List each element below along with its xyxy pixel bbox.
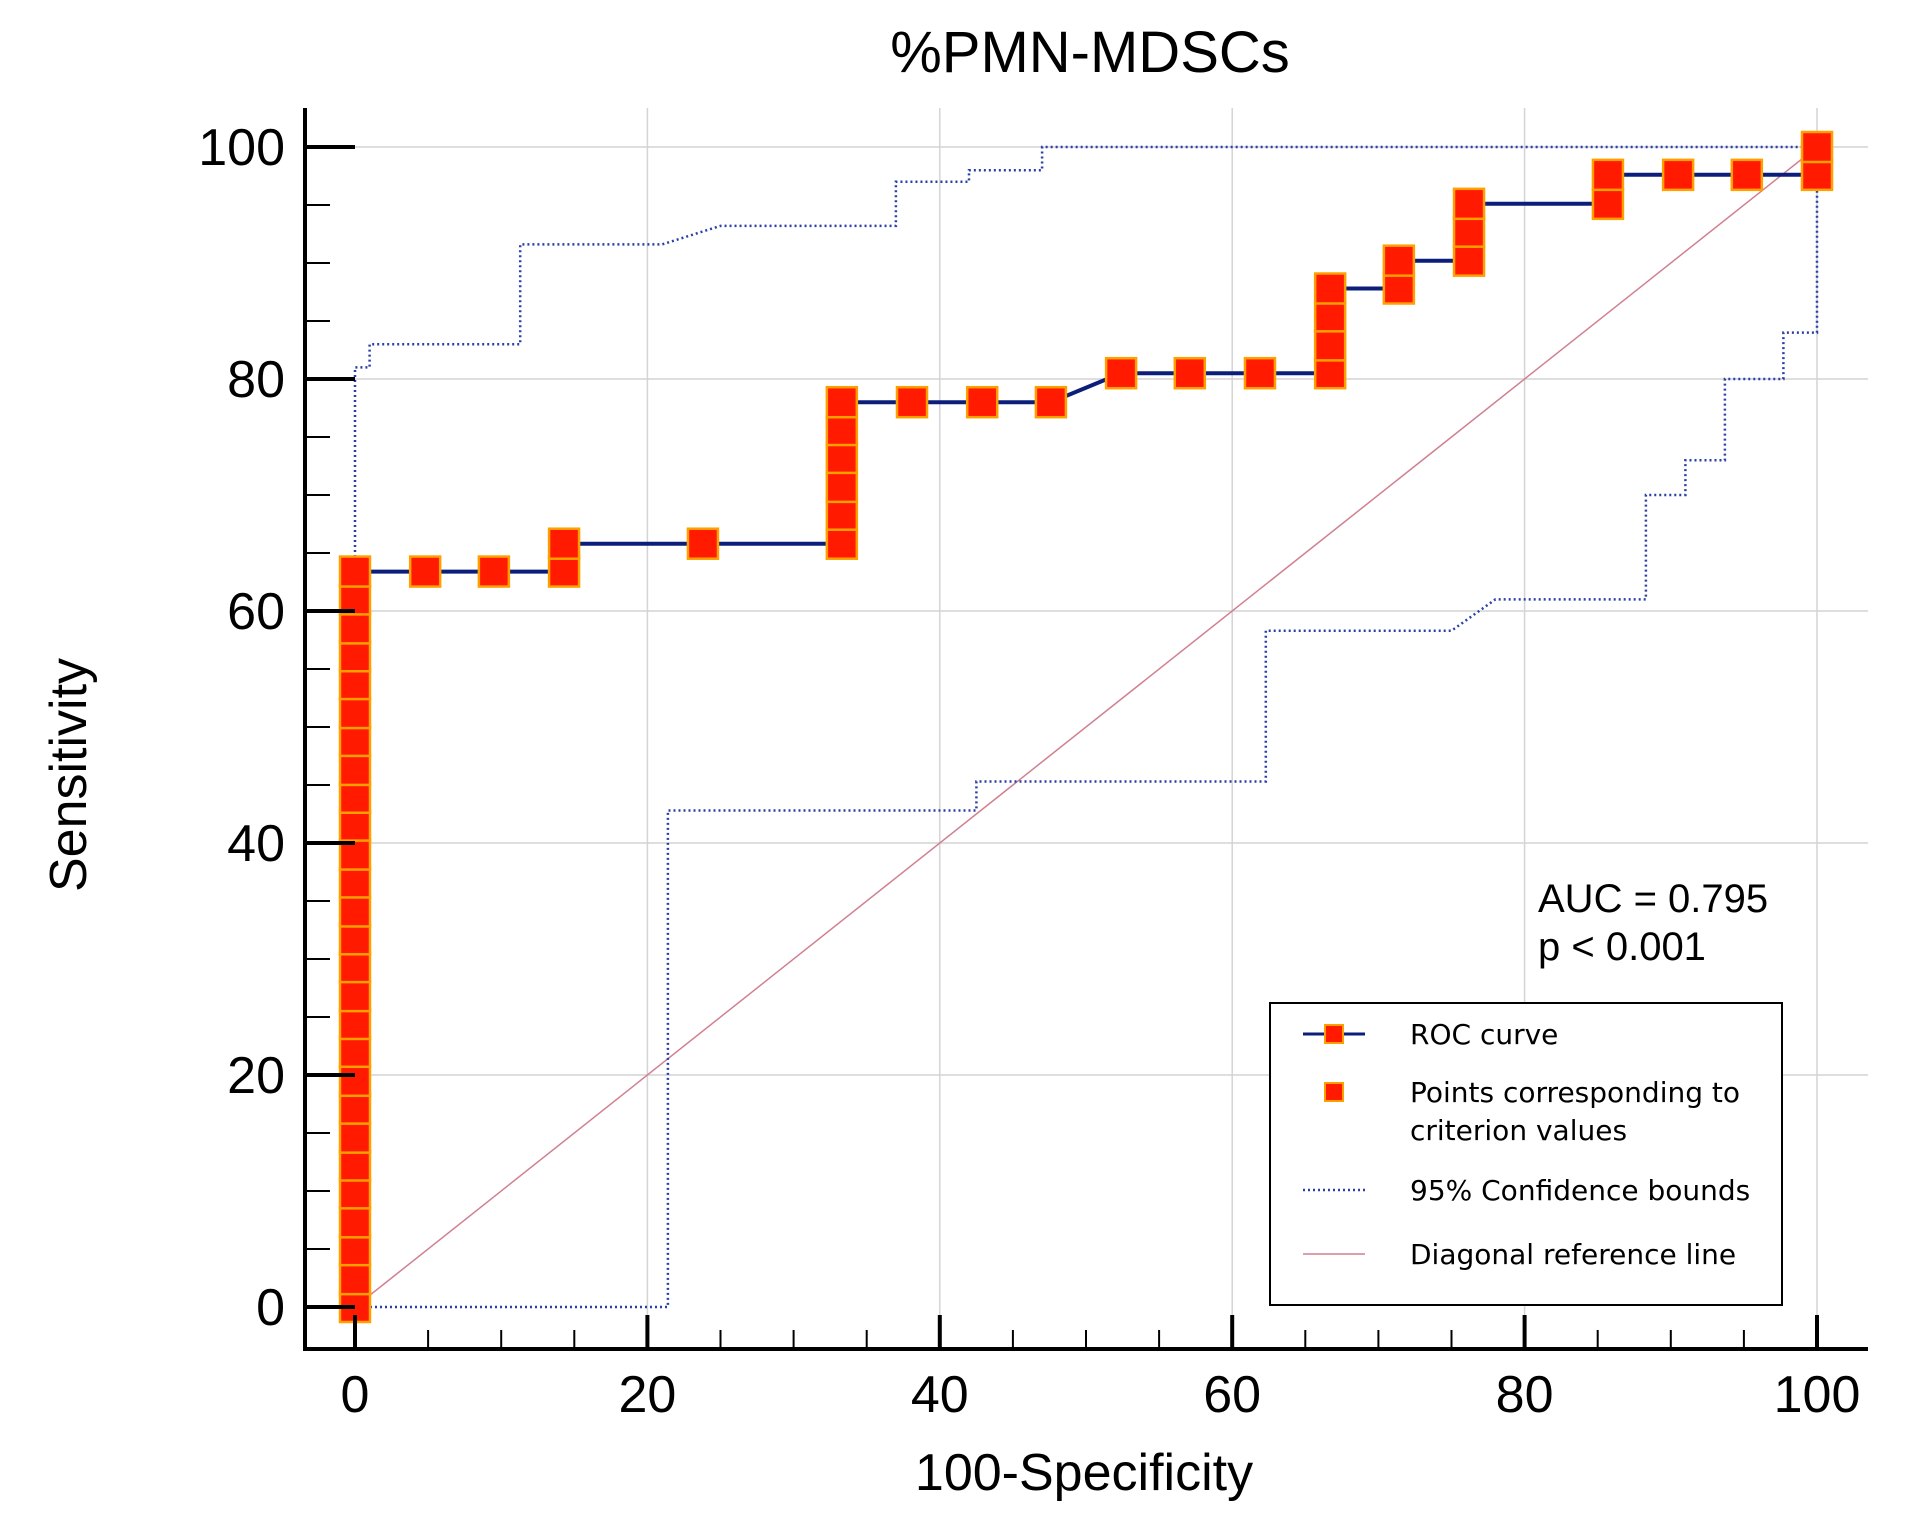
- roc-criterion-point: [338, 639, 372, 673]
- legend-swatch-roc-curve: [1303, 1024, 1365, 1044]
- roc-criterion-point: [338, 1177, 372, 1210]
- roc-criterion-point: [338, 923, 372, 956]
- roc-criterion-point: [686, 527, 720, 560]
- roc-criterion-point: [338, 667, 372, 701]
- roc-criterion-point: [1382, 272, 1416, 305]
- roc-criterion-point: [1661, 158, 1695, 192]
- legend: ROC curve Points corresponding to criteri…: [1269, 1002, 1783, 1306]
- roc-criterion-point: [547, 527, 581, 560]
- legend-swatch-criterion-points: [1324, 1082, 1344, 1102]
- roc-criterion-point: [547, 555, 581, 588]
- roc-criterion-point: [825, 527, 859, 560]
- roc-criterion-point: [338, 979, 372, 1013]
- chart-title: %PMN-MDSCs: [890, 20, 1290, 85]
- confidence-bound-upper: [353, 145, 1817, 1307]
- x-tick-label: 100: [1774, 1366, 1861, 1424]
- roc-criterion-point: [338, 1007, 372, 1041]
- roc-criterion-point: [825, 498, 859, 531]
- roc-criterion-point: [1800, 158, 1834, 192]
- y-tick-label: 40: [227, 815, 285, 873]
- roc-criterion-point: [1313, 300, 1347, 333]
- roc-criterion-point: [338, 696, 372, 730]
- roc-criterion-point: [338, 781, 372, 815]
- roc-criterion-point: [1313, 272, 1347, 305]
- y-axis-label: Sensitivity: [40, 658, 98, 892]
- y-tick-label: 60: [227, 583, 285, 641]
- roc-criterion-point: [338, 866, 372, 899]
- roc-criterion-point: [825, 441, 859, 475]
- roc-criterion-point: [338, 1206, 372, 1239]
- roc-criterion-point: [338, 895, 372, 928]
- roc-criterion-point: [825, 385, 859, 419]
- roc-criterion-point: [1173, 356, 1207, 390]
- diagonal-reference-line: [354, 146, 1818, 1308]
- roc-criterion-point: [338, 1121, 372, 1154]
- x-tick-label: 80: [1496, 1366, 1554, 1424]
- roc-criterion-point: [895, 385, 929, 419]
- roc-criterion-point: [1104, 356, 1138, 390]
- auc-value: AUC = 0.795: [1538, 877, 1768, 921]
- roc-criterion-point: [477, 555, 511, 588]
- legend-label-confidence-bounds: 95% Confidence bounds: [1410, 1174, 1750, 1207]
- p-value: p < 0.001: [1538, 925, 1706, 969]
- roc-criterion-point: [1591, 158, 1625, 192]
- axes: 0 20 40 60 80 100 0 20 40 60 80 100: [198, 108, 1868, 1424]
- legend-label-roc-curve: ROC curve: [1410, 1018, 1558, 1051]
- roc-criterion-point: [338, 724, 372, 758]
- x-tick-label: 0: [341, 1366, 370, 1424]
- roc-criterion-point: [338, 809, 372, 842]
- legend-label-line: criterion values: [1410, 1114, 1627, 1147]
- roc-criterion-point: [825, 413, 859, 447]
- roc-criterion-point: [1730, 158, 1764, 192]
- roc-criterion-point: [1452, 187, 1486, 221]
- roc-criterion-point: [338, 950, 372, 984]
- confidence-bound-lower: [355, 147, 1819, 1309]
- x-tick-label: 40: [911, 1366, 969, 1424]
- roc-criterion-point: [825, 470, 859, 504]
- x-axis-label: 100-Specificity: [915, 1444, 1253, 1502]
- roc-criterion-point: [338, 1262, 372, 1296]
- y-tick-label: 0: [256, 1279, 285, 1337]
- roc-criterion-point: [338, 1092, 372, 1125]
- auc-annotation: AUC = 0.795 p < 0.001: [1538, 877, 1768, 969]
- roc-criterion-point: [1313, 329, 1347, 362]
- roc-criterion-point: [1800, 130, 1834, 164]
- roc-criterion-point: [338, 612, 372, 645]
- roc-criterion-point: [1034, 385, 1068, 419]
- roc-criterion-point: [338, 1035, 372, 1069]
- roc-criterion-point: [1452, 215, 1486, 248]
- roc-criterion-point: [1452, 244, 1486, 277]
- roc-criterion-point: [338, 1149, 372, 1182]
- roc-criterion-point: [408, 555, 442, 588]
- legend-label-line: Points corresponding to: [1410, 1076, 1740, 1109]
- roc-criterion-point: [1313, 356, 1347, 390]
- y-tick-label: 80: [227, 351, 285, 409]
- legend-label-diagonal-line: Diagonal reference line: [1410, 1238, 1736, 1271]
- roc-criterion-point: [338, 1233, 372, 1267]
- roc-criterion-point: [965, 385, 999, 419]
- x-tick-label: 60: [1203, 1366, 1261, 1424]
- roc-criterion-point: [1591, 187, 1625, 221]
- roc-criterion-point: [338, 1064, 372, 1098]
- roc-criterion-point: [338, 555, 372, 588]
- x-tick-label: 20: [618, 1366, 676, 1424]
- y-tick-label: 20: [227, 1047, 285, 1105]
- y-tick-label: 100: [198, 119, 285, 177]
- roc-criterion-point: [1382, 244, 1416, 277]
- roc-criterion-point: [338, 753, 372, 787]
- roc-criterion-point: [1243, 356, 1277, 390]
- legend-label-criterion-points: Points corresponding to criterion values: [1410, 1076, 1740, 1147]
